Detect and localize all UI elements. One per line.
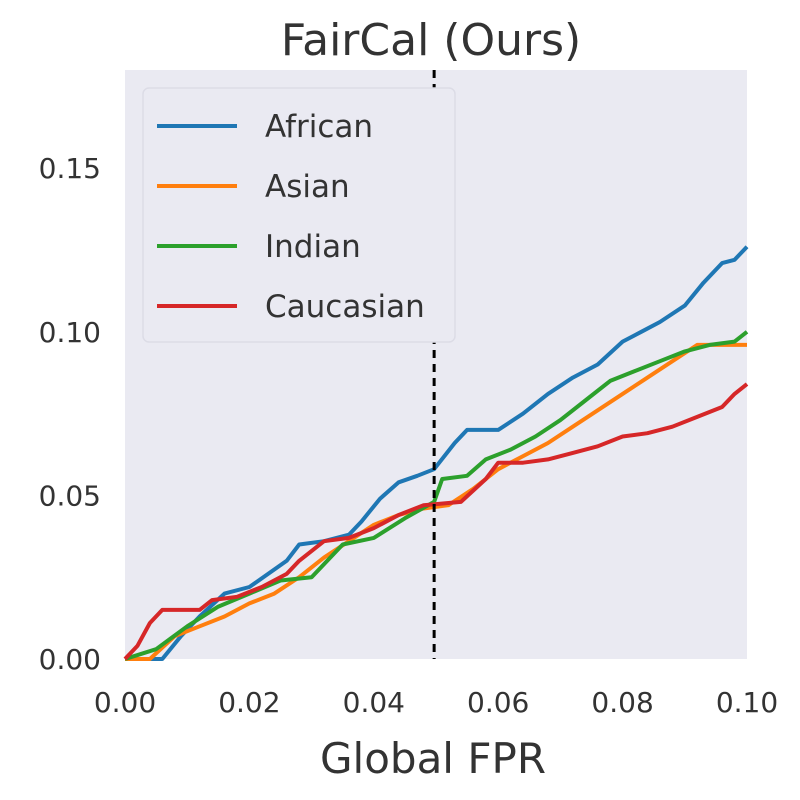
series-line-caucasian	[123, 382, 749, 661]
legend-box	[142, 87, 456, 343]
legend-label-african: African	[265, 109, 373, 145]
series-line-asian	[125, 342, 747, 661]
series-layer	[123, 245, 749, 661]
y-tick-label: 0.05	[39, 479, 101, 512]
legend-label-indian: Indian	[265, 229, 361, 265]
x-axis-ticks: 0.00 0.02 0.04 0.06 0.08 0.10	[94, 686, 778, 719]
x-tick-label: 0.00	[94, 686, 156, 719]
x-tick-label: 0.10	[716, 686, 778, 719]
x-tick-label: 0.04	[343, 686, 405, 719]
x-tick-label: 0.08	[591, 686, 653, 719]
y-tick-label: 0.15	[39, 152, 101, 185]
legend-label-caucasian: Caucasian	[265, 289, 425, 325]
x-tick-label: 0.02	[218, 686, 280, 719]
y-tick-label: 0.10	[39, 316, 101, 349]
y-axis-ticks: 0.00 0.05 0.10 0.15	[39, 152, 101, 676]
legend: African Asian Indian Caucasian	[142, 87, 456, 343]
chart-title: FairCal (Ours)	[281, 15, 581, 66]
y-tick-label: 0.00	[39, 643, 101, 676]
legend-label-asian: Asian	[265, 169, 350, 205]
x-tick-label: 0.06	[467, 686, 529, 719]
x-axis-label: Global FPR	[320, 734, 546, 783]
